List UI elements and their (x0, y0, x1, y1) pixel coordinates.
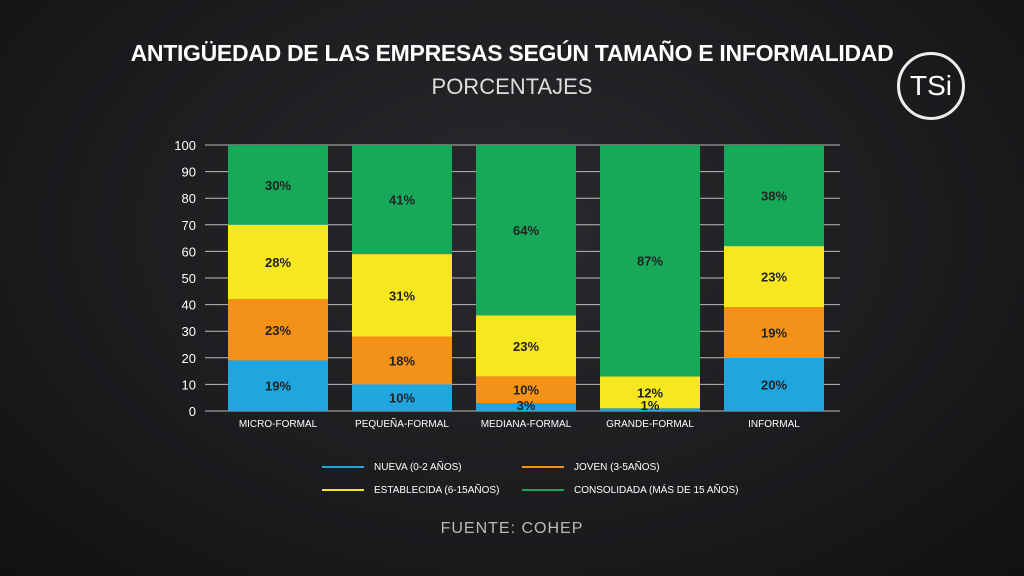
data-label: 3% (517, 398, 536, 413)
bar-segment (600, 408, 700, 411)
legend-item-3: CONSOLIDADA (MÁS DE 15 AÑOS) (522, 485, 739, 496)
data-label: 41% (389, 193, 415, 208)
bar-segment (228, 145, 328, 225)
data-label: 30% (265, 178, 291, 193)
bar-segment (352, 254, 452, 337)
data-label: 1% (641, 398, 660, 413)
y-tick-label: 90 (182, 165, 196, 180)
y-tick-label: 50 (182, 271, 196, 286)
y-tick-label: 60 (182, 244, 196, 259)
data-label: 23% (513, 339, 539, 354)
legend-item-2: ESTABLECIDA (6-15AÑOS) (322, 485, 499, 496)
data-label: 19% (265, 379, 291, 394)
y-tick-label: 100 (174, 138, 196, 153)
data-label: 31% (389, 288, 415, 303)
bar-segment (476, 145, 576, 316)
bar-segment (352, 145, 452, 255)
bar-segment (724, 246, 824, 308)
data-label: 10% (389, 391, 415, 406)
legend-swatch (522, 489, 564, 492)
bar-segment (600, 145, 700, 377)
bar-segment (600, 376, 700, 409)
y-tick-label: 40 (182, 298, 196, 313)
y-tick-label: 0 (189, 404, 196, 419)
bar-segment (476, 403, 576, 411)
y-tick-label: 70 (182, 218, 196, 233)
tsi-logo: TSi (897, 52, 965, 120)
y-tick-label: 80 (182, 191, 196, 206)
legend-label: ESTABLECIDA (6-15AÑOS) (374, 485, 500, 496)
legend-item-1: JOVEN (3-5AÑOS) (522, 462, 660, 473)
legend-swatch (522, 466, 564, 469)
legend-item-0: NUEVA (0-2 AÑOS) (322, 462, 462, 473)
data-label: 10% (513, 383, 539, 398)
bar-segment (228, 299, 328, 361)
data-label: 28% (265, 255, 291, 270)
data-label: 12% (637, 385, 663, 400)
data-label: 19% (761, 326, 787, 341)
data-label: 20% (761, 377, 787, 392)
data-label: 23% (265, 323, 291, 338)
y-tick-label: 10 (182, 377, 196, 392)
chart-title: ANTIGÜEDAD DE LAS EMPRESAS SEGÚN TAMAÑO … (130, 40, 894, 66)
data-label: 23% (761, 270, 787, 285)
legend-label: NUEVA (0-2 AÑOS) (374, 462, 462, 473)
x-tick-label: PEQUEÑA-FORMAL (355, 417, 449, 430)
bar-segment (724, 145, 824, 247)
bar-segment (476, 376, 576, 404)
legend-label: JOVEN (3-5AÑOS) (574, 462, 660, 473)
x-tick-label: MICRO-FORMAL (239, 419, 318, 430)
chart-subtitle: PORCENTAJES (431, 74, 593, 99)
legend-label: CONSOLIDADA (MÁS DE 15 AÑOS) (574, 485, 739, 496)
bar-segment (352, 336, 452, 385)
data-label: 18% (389, 353, 415, 368)
x-tick-label: MEDIANA-FORMAL (481, 419, 572, 430)
y-tick-label: 30 (182, 324, 196, 339)
bar-segment (724, 357, 824, 411)
bar-segment (724, 307, 824, 358)
data-label: 87% (637, 254, 663, 269)
x-tick-label: GRANDE-FORMAL (606, 419, 694, 430)
bar-segment (476, 315, 576, 377)
y-tick-label: 20 (182, 351, 196, 366)
x-tick-label: INFORMAL (748, 419, 800, 430)
bar-segment (228, 224, 328, 300)
bar-segment (352, 384, 452, 411)
data-label: 38% (761, 189, 787, 204)
bar-segment (228, 360, 328, 411)
source-note: FUENTE: COHEP (440, 520, 584, 537)
data-label: 64% (513, 223, 539, 238)
legend-swatch (322, 489, 364, 492)
legend-swatch (322, 466, 364, 469)
